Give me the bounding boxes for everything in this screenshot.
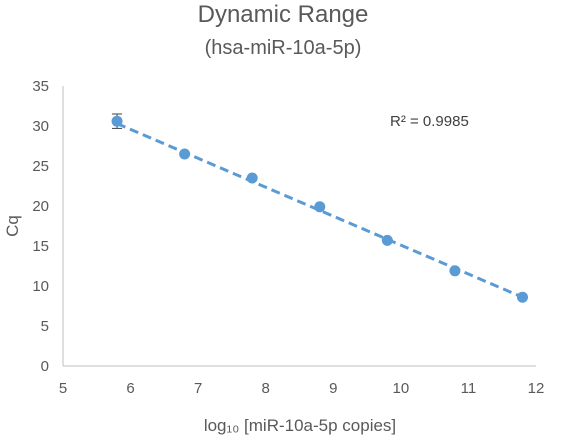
x-tick-labels: 5 6 7 8 9 10 11 12 bbox=[59, 380, 545, 397]
y-tick-label: 35 bbox=[32, 78, 49, 95]
x-tick-label: 5 bbox=[59, 380, 67, 397]
x-tick-label: 8 bbox=[262, 380, 270, 397]
data-point bbox=[516, 291, 528, 303]
x-axis-title: log₁₀ [miR-10a-5p copies] bbox=[204, 416, 396, 435]
y-tick-labels: 0 5 10 15 20 25 30 35 bbox=[32, 78, 49, 375]
x-tick-label: 7 bbox=[194, 380, 202, 397]
plot-axes bbox=[62, 86, 536, 367]
y-tick-label: 20 bbox=[32, 198, 49, 215]
data-point bbox=[381, 234, 393, 246]
x-tick-label: 6 bbox=[126, 380, 134, 397]
data-point bbox=[314, 201, 326, 213]
y-tick-label: 15 bbox=[32, 238, 49, 255]
chart-title: Dynamic Range bbox=[198, 1, 369, 28]
y-tick-label: 10 bbox=[32, 278, 49, 295]
data-point bbox=[449, 265, 461, 277]
chart-subtitle: (hsa-miR-10a-5p) bbox=[205, 37, 362, 59]
r-squared-annotation: R² = 0.9985 bbox=[390, 113, 469, 130]
y-tick-label: 30 bbox=[32, 118, 49, 135]
y-tick-label: 0 bbox=[41, 358, 49, 375]
y-axis-title: Cq bbox=[3, 215, 22, 237]
data-points bbox=[111, 113, 528, 303]
x-tick-label: 10 bbox=[393, 380, 410, 397]
y-tick-label: 5 bbox=[41, 318, 49, 335]
x-tick-label: 9 bbox=[329, 380, 337, 397]
data-point bbox=[179, 148, 191, 160]
y-tick-label: 25 bbox=[32, 158, 49, 175]
x-tick-label: 11 bbox=[461, 380, 477, 397]
x-tick-label: 12 bbox=[528, 380, 545, 397]
data-point bbox=[246, 172, 258, 184]
data-point bbox=[111, 115, 123, 127]
